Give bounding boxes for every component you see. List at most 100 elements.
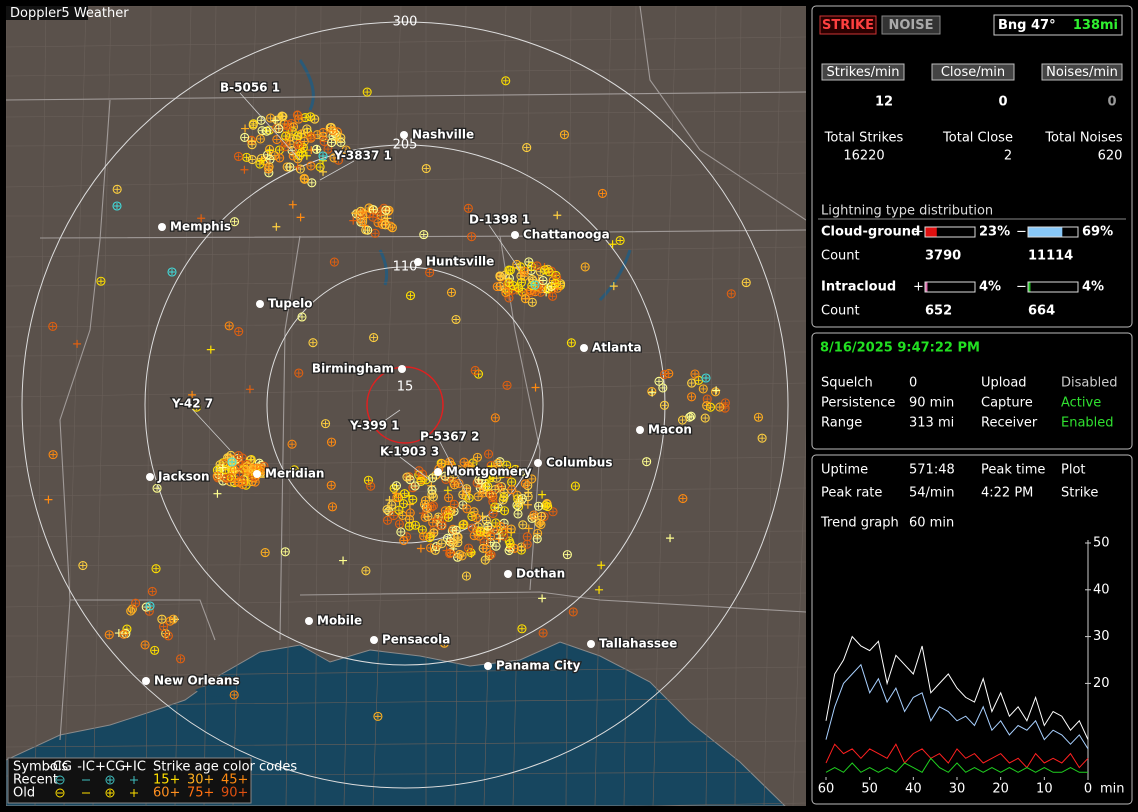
strike-marker	[247, 476, 257, 487]
strike-marker-cross	[282, 548, 289, 555]
city-dot	[398, 365, 406, 373]
noise-button[interactable]	[881, 15, 941, 35]
strike-marker-cross	[486, 473, 493, 480]
setting-label: Upload	[981, 376, 1027, 391]
legend-symbol-label: +CG	[95, 760, 125, 775]
strike-marker	[553, 283, 563, 293]
city-dot	[256, 300, 264, 308]
strike-marker	[381, 205, 391, 215]
type-name: Intracloud	[821, 280, 896, 295]
lake	[195, 685, 232, 697]
strike-marker-cross	[515, 510, 522, 517]
x-tick-label: 0	[1084, 782, 1092, 797]
strike-marker-cross	[369, 214, 376, 221]
strike-marker-cross	[483, 545, 490, 552]
strike-marker-cross	[688, 380, 695, 387]
strike-marker	[726, 289, 736, 299]
strike-marker	[421, 163, 431, 174]
strike-marker-cross	[508, 526, 515, 533]
strike-leader	[239, 92, 301, 161]
strike-marker	[496, 534, 505, 543]
strike-marker	[188, 390, 197, 399]
county-line	[203, 6, 217, 806]
city-dot	[636, 426, 644, 434]
strike-marker	[405, 508, 415, 518]
strike-marker-cross	[506, 279, 513, 286]
strike-marker	[326, 437, 337, 447]
strike-marker	[520, 479, 530, 489]
strike-marker	[687, 378, 697, 388]
strike-marker	[491, 541, 501, 551]
strike-marker-cross	[506, 547, 513, 554]
strike-marker-cross	[468, 233, 475, 240]
rate-header: Noises/min	[1046, 65, 1118, 80]
strike-marker-cross	[582, 263, 589, 270]
strike-marker	[257, 126, 267, 136]
setting-label: Squelch	[821, 376, 873, 391]
strike-marker-cross	[382, 221, 389, 228]
strike-marker	[255, 134, 265, 144]
strike-button[interactable]	[819, 15, 877, 35]
strike-marker	[157, 614, 167, 624]
strike-marker-cross	[249, 141, 256, 148]
strike-marker	[464, 543, 474, 553]
strike-marker	[168, 614, 178, 624]
strike-marker-cross	[554, 285, 561, 292]
strike-marker-cross	[328, 439, 335, 446]
strike-marker	[327, 138, 337, 148]
strike-marker-cross	[406, 516, 413, 523]
strike-marker	[514, 497, 524, 508]
strike-marker-cross	[397, 528, 404, 535]
strike-marker	[281, 131, 291, 141]
strike-marker	[595, 585, 604, 594]
strike-marker	[167, 267, 177, 277]
strike-marker-cross	[262, 549, 269, 556]
strike-marker	[422, 503, 432, 513]
strike-marker	[505, 265, 515, 275]
app-tab	[6, 6, 88, 20]
strike-marker-cross	[235, 153, 242, 160]
strike-marker-cross	[493, 475, 500, 482]
stat-value: Strike	[1061, 486, 1098, 501]
strike-marker	[247, 464, 257, 474]
strike-marker-cross	[564, 551, 571, 558]
strike-marker	[470, 365, 480, 376]
strike-marker-cross	[460, 521, 467, 528]
strike-marker-cross	[407, 292, 414, 299]
strike-marker	[206, 345, 215, 354]
strike-marker-cross	[367, 483, 374, 490]
strike-marker	[525, 285, 536, 296]
strike-marker	[405, 291, 416, 301]
strike-marker-cross	[289, 441, 296, 448]
strike-marker	[425, 533, 435, 543]
strike-marker-cross	[226, 322, 233, 329]
x-tick-label: 60	[818, 782, 835, 797]
count-value: 11114	[1028, 249, 1073, 264]
strike-marker-cross	[429, 474, 436, 481]
map: 300 205 110 15 Nashville Memphis Chattanooga Hu…	[6, 6, 806, 806]
strike-marker-cross	[505, 294, 512, 301]
legend-title: Strike age color codes	[153, 760, 297, 775]
city-label: Tallahassee	[599, 637, 677, 651]
strike-marker-cross	[493, 543, 500, 550]
strike-marker-cross	[317, 164, 324, 171]
stat-label: Peak rate	[821, 486, 882, 501]
strike-marker-cross	[528, 475, 535, 482]
strike-marker	[467, 511, 477, 521]
strike-button-label: STRIKE	[822, 18, 874, 33]
city-label: Dothan	[516, 567, 565, 581]
stat-label: Plot	[1061, 463, 1086, 478]
strike-marker-cross	[235, 328, 242, 335]
strike-marker-cross	[335, 157, 342, 164]
county-line	[6, 246, 806, 258]
city-dot	[142, 677, 150, 685]
strike-marker-cross	[236, 461, 243, 468]
strike-marker-cross	[303, 125, 310, 132]
strike-marker-cross	[129, 605, 136, 612]
datetime: 8/16/2025 9:47:22 PM	[820, 341, 980, 356]
total-value: 16220	[843, 149, 884, 164]
strike-marker-cross	[497, 273, 504, 280]
strike-marker-cross	[388, 502, 395, 509]
strike-marker-cross	[702, 415, 709, 422]
strike-marker-cross	[502, 77, 509, 84]
